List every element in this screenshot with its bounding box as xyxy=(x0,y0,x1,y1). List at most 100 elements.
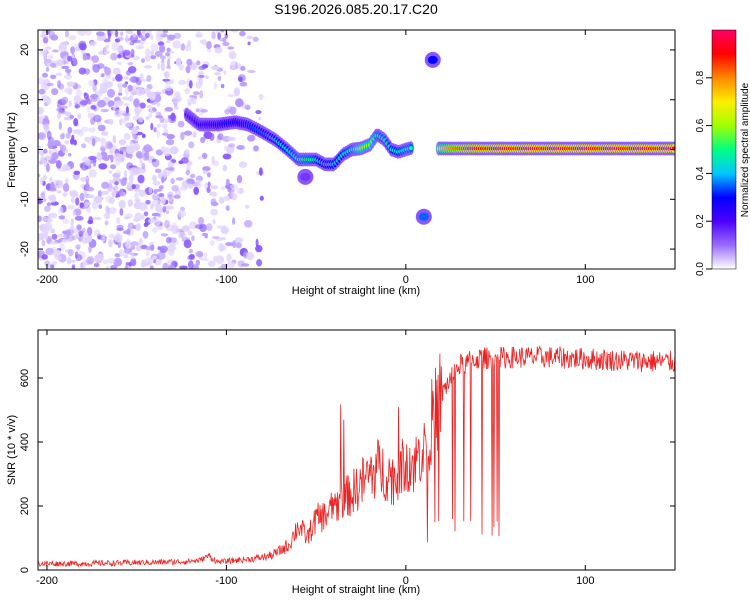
heatmap-speckle xyxy=(75,46,81,52)
heatmap-speckle xyxy=(141,214,145,220)
heatmap-speckle xyxy=(162,30,168,34)
heatmap-speckle xyxy=(214,72,221,76)
heatmap-speckle xyxy=(121,112,131,117)
heatmap-speckle xyxy=(201,64,209,69)
heatmap-speckle xyxy=(165,210,170,215)
heatmap-speckle xyxy=(93,229,101,237)
heatmap-speckle xyxy=(229,60,239,70)
colorbar-label: Normalized spectral amplitude xyxy=(740,82,750,217)
heatmap-speckle xyxy=(38,77,46,85)
heatmap-speckle xyxy=(160,62,166,72)
heatmap-feature xyxy=(427,55,438,64)
heatmap-speckle xyxy=(136,30,141,36)
heatmap-speckle xyxy=(166,244,176,252)
heatmap-speckle xyxy=(145,116,150,120)
heatmap-speckle xyxy=(232,240,237,249)
heatmap-speckle xyxy=(48,212,58,219)
heatmap-speckle xyxy=(180,131,185,141)
heatmap-speckle xyxy=(143,211,149,217)
heatmap-speckle xyxy=(73,118,79,127)
heatmap-speckle xyxy=(72,211,76,216)
heatmap-speckle xyxy=(118,199,126,209)
heatmap-speckle xyxy=(61,65,70,70)
heatmap-speckle xyxy=(94,256,98,264)
heatmap-speckle xyxy=(117,92,123,96)
heatmap-speckle xyxy=(130,258,137,267)
heatmap-speckle xyxy=(109,233,115,239)
heatmap-speckle xyxy=(198,74,205,78)
heatmap-speckle xyxy=(47,140,54,150)
snr-x-tick-label: 0 xyxy=(403,575,409,587)
heatmap-speckle xyxy=(152,174,157,182)
heatmap-speckle xyxy=(155,112,159,116)
heatmap-speckle xyxy=(233,87,240,97)
heatmap-speckle xyxy=(217,32,222,40)
heatmap-y-tick-label: -10 xyxy=(19,191,31,207)
heatmap-speckle xyxy=(38,215,43,223)
heatmap-speckle xyxy=(238,161,248,168)
heatmap-speckle xyxy=(162,78,171,82)
heatmap-speckle xyxy=(95,137,101,142)
heatmap-speckle xyxy=(85,186,95,192)
heatmap-speckle xyxy=(111,77,117,82)
heatmap-speckle xyxy=(80,100,88,106)
heatmap-speckle xyxy=(163,71,170,79)
heatmap-speckle xyxy=(255,238,259,248)
heatmap-speckle xyxy=(67,55,73,62)
heatmap-speckle xyxy=(56,59,64,67)
heatmap-speckle xyxy=(168,166,175,172)
heatmap-speckle xyxy=(189,173,196,179)
heatmap-speckle xyxy=(44,231,49,241)
heatmap-speckle xyxy=(148,112,153,119)
heatmap-speckle xyxy=(100,140,108,149)
heatmap-speckle xyxy=(150,55,157,60)
heatmap-speckle xyxy=(146,84,153,90)
heatmap-speckle xyxy=(97,99,106,108)
heatmap-speckle xyxy=(163,147,171,157)
heatmap-speckle xyxy=(129,77,135,82)
heatmap-speckle xyxy=(71,264,76,269)
heatmap-speckle xyxy=(69,114,74,119)
heatmap-speckle xyxy=(141,30,147,37)
heatmap-speckle xyxy=(218,196,225,204)
heatmap-speckle xyxy=(141,163,146,170)
heatmap-speckle xyxy=(84,30,92,36)
snr-plot-area xyxy=(38,330,675,570)
heatmap-speckle xyxy=(173,32,182,39)
heatmap-speckle xyxy=(195,259,201,266)
heatmap-speckle xyxy=(157,213,162,218)
heatmap-speckle xyxy=(236,187,244,195)
heatmap-speckle xyxy=(88,169,97,178)
heatmap-speckle xyxy=(155,30,164,37)
heatmap-speckle xyxy=(108,238,113,248)
heatmap-speckle xyxy=(80,176,89,181)
heatmap-speckle xyxy=(245,204,250,209)
heatmap-speckle xyxy=(75,89,83,96)
heatmap-speckle xyxy=(154,218,161,228)
heatmap-speckle xyxy=(109,179,113,184)
heatmap-speckle xyxy=(213,81,218,90)
heatmap-speckle xyxy=(238,76,243,83)
heatmap-speckle xyxy=(38,88,46,95)
heatmap-speckle xyxy=(187,230,193,236)
heatmap-speckle xyxy=(235,98,244,108)
heatmap-speckle xyxy=(152,255,157,260)
heatmap-speckle xyxy=(220,263,228,269)
heatmap-speckle xyxy=(114,181,119,186)
heatmap-speckle xyxy=(71,54,74,58)
heatmap-speckle xyxy=(203,131,213,139)
heatmap-speckle xyxy=(193,91,200,96)
heatmap-speckle xyxy=(125,34,129,44)
heatmap-speckle xyxy=(246,251,255,261)
heatmap-speckle xyxy=(142,153,150,161)
heatmap-speckle xyxy=(81,236,88,245)
heatmap-speckle xyxy=(89,94,99,100)
heatmap-speckle xyxy=(237,260,245,268)
heatmap-y-axis-label: Frequency (Hz) xyxy=(6,112,18,188)
heatmap-speckle xyxy=(101,131,109,136)
heatmap-speckle xyxy=(49,176,53,182)
heatmap-speckle xyxy=(185,44,192,52)
heatmap-speckle xyxy=(166,58,171,68)
heatmap-y-tick-label: 20 xyxy=(19,44,31,56)
heatmap-speckle xyxy=(74,233,80,240)
